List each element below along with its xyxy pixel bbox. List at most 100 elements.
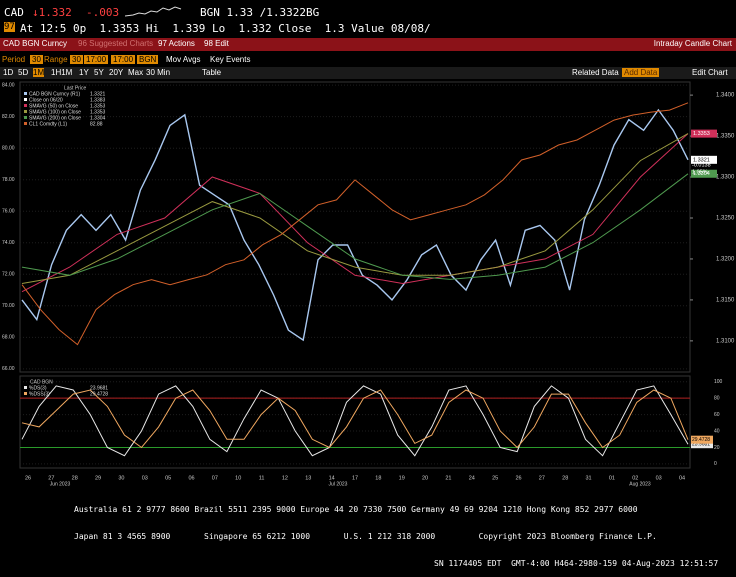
y-tick-label: 74.00 <box>2 240 15 246</box>
legend-value: 1.3304 <box>90 115 106 121</box>
value-box <box>691 129 717 138</box>
range-button[interactable]: Max <box>128 68 144 77</box>
series-line <box>21 385 689 457</box>
footer-line: SN 1174405 EDT GMT-4:00 H464-2980-159 04… <box>434 559 719 568</box>
range[interactable]: 30 <box>70 55 83 64</box>
price-change: -.003 <box>86 6 120 19</box>
y-tick-label: 100 <box>714 379 723 385</box>
legend-value: 1.3353 <box>90 103 106 109</box>
legend-swatch <box>24 110 27 113</box>
x-tick-label: 02 <box>632 475 638 481</box>
screen: { "header": {"ticker": "CAD", "last": "\… <box>0 6 736 568</box>
legend-swatch <box>24 98 27 101</box>
x-tick-label: 19 <box>399 475 405 481</box>
x-tick-label: 26 <box>515 475 521 481</box>
legend-value: 1.3383 <box>90 97 106 103</box>
key-events[interactable]: Key Events <box>210 55 251 64</box>
x-tick-label: 13 <box>305 475 311 481</box>
x-tick-label: 14 <box>329 475 335 481</box>
range-button[interactable]: 30 Min <box>146 68 171 77</box>
y2-tick-label: 1.3250 <box>716 216 735 222</box>
legend-value: 82.88 <box>90 121 103 127</box>
y-tick-label: 68.00 <box>2 335 15 341</box>
y-tick-label: 72.00 <box>2 272 15 278</box>
legend-swatch <box>24 392 27 395</box>
series-line <box>21 133 689 284</box>
legend-label: SMAVG (200) on Close <box>29 115 81 121</box>
series-line <box>21 173 689 280</box>
legend-value: 1.3321 <box>90 91 106 97</box>
change-label: -0.0138 <box>692 162 711 168</box>
legend-swatch <box>24 122 27 125</box>
legend-value: 29.4728 <box>90 391 108 397</box>
range-from[interactable]: 17:00 <box>84 55 109 64</box>
y-tick-label: 80.00 <box>2 146 15 152</box>
range-button[interactable]: 5Y <box>94 68 104 77</box>
period-label: Period <box>2 55 26 64</box>
x-tick-label: 26 <box>25 475 31 481</box>
x-tick-label: 20 <box>422 475 428 481</box>
x-tick-label: 29 <box>95 475 101 481</box>
x-tick-label: 07 <box>212 475 218 481</box>
footer-line: Japan 81 3 4565 8900 Singapore 65 6212 1… <box>74 532 657 541</box>
actions-menu[interactable]: 97 Actions <box>158 39 195 48</box>
edit-chart[interactable]: Edit Chart <box>692 68 728 77</box>
range-button[interactable]: 1Y <box>79 68 89 77</box>
value-box-label: 1.3321 <box>693 157 710 163</box>
y-tick-label: 20 <box>714 445 720 451</box>
security[interactable]: CAD BGN Curncy <box>3 39 68 48</box>
range-button[interactable]: 5D <box>18 68 29 77</box>
range-bar: Table Related Data Add Data Edit Chart 1… <box>0 67 736 79</box>
quote: BGN 1.33 /1.3322BG <box>200 6 320 19</box>
x-tick-label: 21 <box>445 475 451 481</box>
edit-menu[interactable]: 98 Edit <box>204 39 229 48</box>
footer: Australia 61 2 9777 8600 Brazil 5511 239… <box>74 487 718 577</box>
y-tick-label: 84.00 <box>2 82 15 88</box>
y-tick-label: 60 <box>714 412 720 418</box>
range-to[interactable]: 17:00 <box>111 55 136 64</box>
x-tick-label: 18 <box>375 475 381 481</box>
range-button[interactable]: 20Y <box>109 68 124 77</box>
x-tick-label: 17 <box>352 475 358 481</box>
value-box-label: 23.9681 <box>692 442 710 448</box>
range-label: Range <box>44 55 68 64</box>
legend-swatch <box>24 116 27 119</box>
y2-tick-label: 1.3400 <box>716 93 735 99</box>
add-data[interactable]: Add Data <box>622 68 660 77</box>
legend-title: Last Price <box>64 85 86 91</box>
value-box-label: 1.3304 <box>693 171 710 177</box>
legend-label: SMAVG (50) on Close <box>29 103 78 109</box>
table-button[interactable]: Table <box>202 68 222 77</box>
ticker: CAD <box>4 6 24 19</box>
series-line <box>21 102 689 346</box>
y2-tick-label: 1.3150 <box>716 297 735 303</box>
range-button[interactable]: 1D <box>3 68 14 77</box>
y-tick-label: 82.00 <box>2 114 15 120</box>
x-tick-label: 27 <box>48 475 54 481</box>
mov-avgs[interactable]: Mov Avgs <box>166 55 201 64</box>
value-box-label: 1.3353 <box>693 131 710 137</box>
x-tick-label: 12 <box>282 475 288 481</box>
legend-label: Close on 06/20 <box>29 97 63 103</box>
x-tick-label: 11 <box>259 475 265 481</box>
period[interactable]: 30 <box>30 55 43 64</box>
legend-label: CL1 Comdty (L1) <box>29 121 67 127</box>
value-box <box>691 435 713 444</box>
page: Bloomberg Chart body { margin: 0; backgr… <box>0 6 736 568</box>
x-tick-label: 28 <box>562 475 568 481</box>
suggested-charts[interactable]: 96 Suggested Charts <box>78 39 154 48</box>
series-line <box>21 389 689 449</box>
related-data[interactable]: Related Data <box>572 68 619 77</box>
legend-label: %DS(3) <box>29 385 47 391</box>
range-button[interactable]: 1M <box>33 68 45 77</box>
legend-swatch <box>24 92 27 95</box>
legend-label: SMAVG (100) on Close <box>29 109 81 115</box>
range-button[interactable]: 1H1M <box>51 68 73 77</box>
month-label: Jun 2023 <box>50 481 71 487</box>
x-tick-label: 31 <box>586 475 592 481</box>
month-label: Aug 2023 <box>629 481 651 487</box>
source[interactable]: BGN <box>137 55 159 64</box>
x-tick-label: 24 <box>469 475 475 481</box>
x-tick-label: 28 <box>72 475 78 481</box>
x-tick-label: 04 <box>679 475 685 481</box>
